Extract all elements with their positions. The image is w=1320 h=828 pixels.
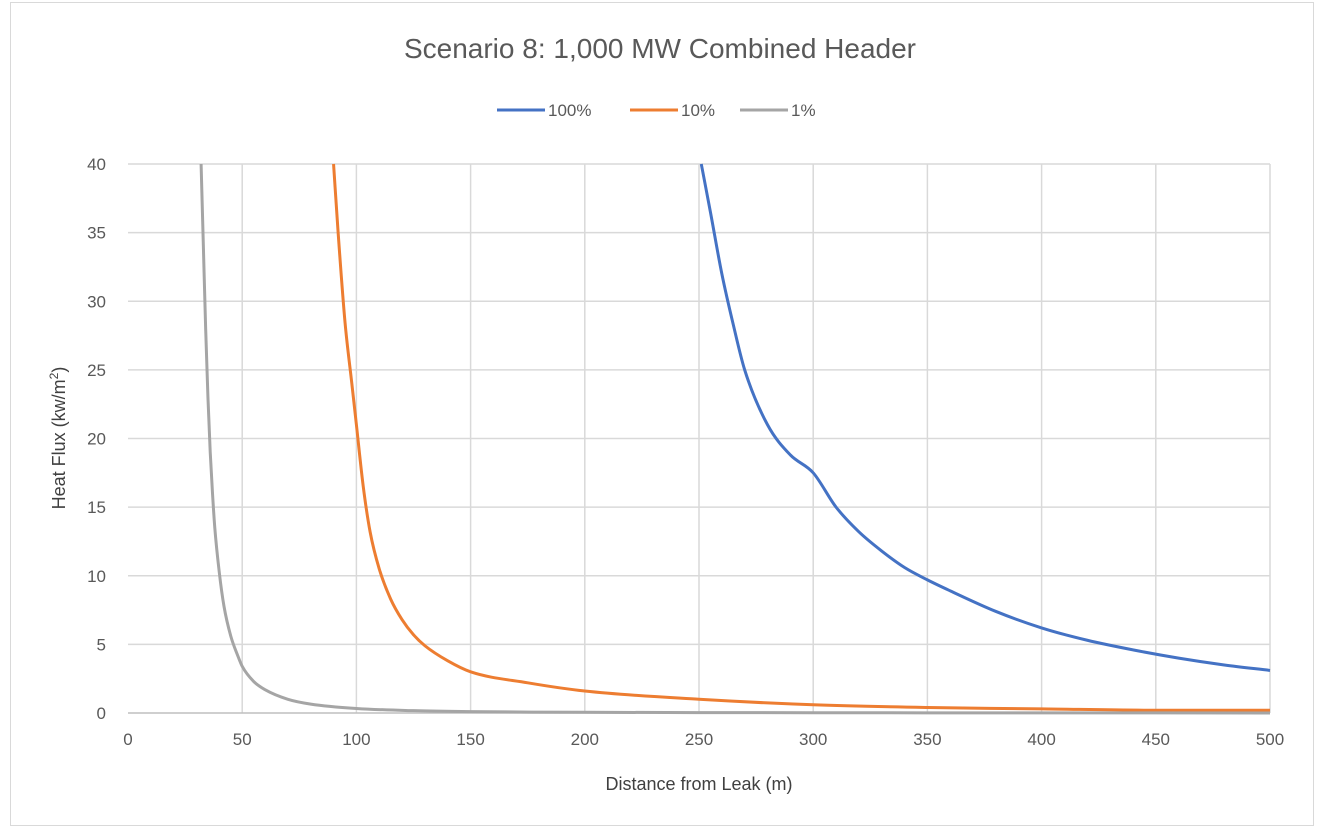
- series-line-100pct: [699, 163, 1271, 672]
- x-axis-ticks: 0 50 100 150 200 250 300 350 400 450 500: [123, 730, 1284, 749]
- x-tick-label: 150: [456, 730, 484, 749]
- y-tick-label: 40: [87, 155, 106, 174]
- y-tick-label: 35: [87, 224, 106, 243]
- y-tick-label: 0: [97, 704, 106, 723]
- y-axis-title-main: Heat Flux (kw/m: [49, 379, 69, 509]
- y-axis-title-end: ): [49, 367, 69, 373]
- y-tick-label: 30: [87, 292, 106, 311]
- legend-label: 10%: [681, 101, 715, 120]
- x-tick-label: 0: [123, 730, 132, 749]
- y-axis-title-superscript: 2: [47, 372, 61, 379]
- y-tick-label: 20: [87, 430, 106, 449]
- x-tick-label: 350: [913, 730, 941, 749]
- chart-frame: [10, 2, 1314, 826]
- x-tick-label: 500: [1256, 730, 1284, 749]
- series-lines: [199, 163, 1271, 715]
- y-tick-label: 5: [97, 635, 106, 654]
- x-tick-label: 100: [342, 730, 370, 749]
- x-tick-label: 200: [571, 730, 599, 749]
- x-tick-label: 50: [233, 730, 252, 749]
- series-line-10pct: [332, 163, 1270, 712]
- x-tick-label: 450: [1142, 730, 1170, 749]
- y-tick-label: 25: [87, 361, 106, 380]
- y-axis-ticks: 0 5 10 15 20 25 30 35 40: [87, 155, 106, 723]
- y-axis-title: Heat Flux (kw/m2): [47, 367, 69, 510]
- x-axis-title: Distance from Leak (m): [605, 774, 792, 794]
- y-tick-label: 10: [87, 567, 106, 586]
- x-tick-label: 250: [685, 730, 713, 749]
- legend-label: 1%: [791, 101, 816, 120]
- x-tick-label: 400: [1027, 730, 1055, 749]
- x-tick-label: 300: [799, 730, 827, 749]
- gridlines: [128, 163, 1271, 713]
- y-tick-label: 15: [87, 498, 106, 517]
- legend-label: 100%: [548, 101, 591, 120]
- legend: 100% 10% 1%: [497, 101, 816, 120]
- series-line-1pct: [199, 163, 1271, 715]
- chart-title: Scenario 8: 1,000 MW Combined Header: [404, 33, 916, 64]
